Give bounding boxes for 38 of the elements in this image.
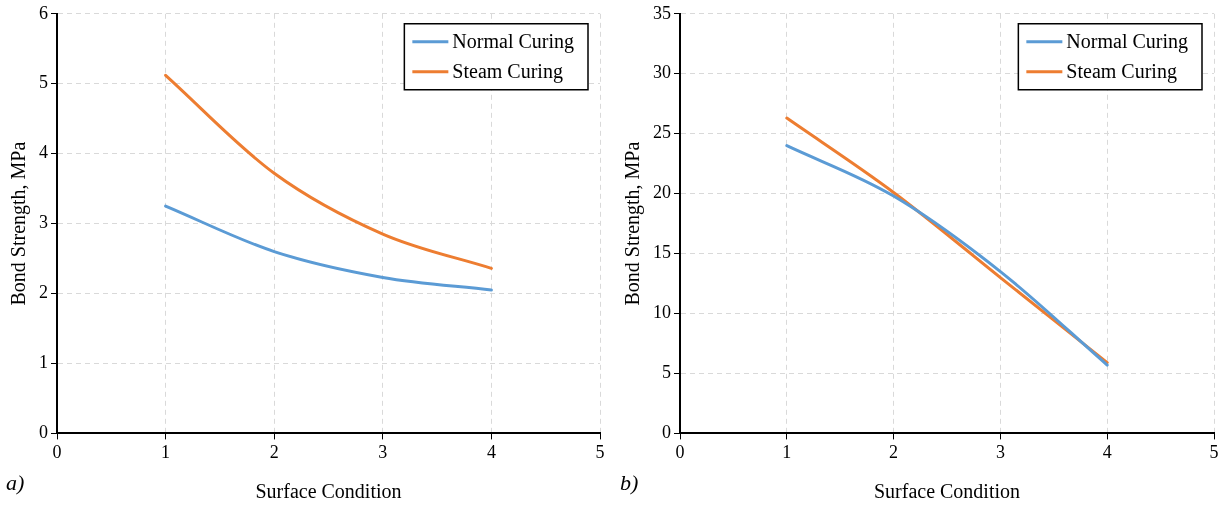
- x-tick-label: 2: [889, 441, 899, 462]
- y-tick-label: 2: [39, 282, 48, 303]
- y-tick-label: 15: [653, 242, 671, 263]
- x-tick-label: 2: [269, 441, 279, 462]
- y-axis-title: Bond Strength, MPa: [7, 141, 31, 306]
- x-axis-title: Surface Condition: [255, 480, 402, 503]
- x-tick-label: 0: [52, 441, 62, 462]
- x-tick-label: 3: [378, 441, 388, 462]
- legend-label: Steam Curing: [1066, 60, 1177, 84]
- line-series: [164, 204, 493, 292]
- y-tick-label: 5: [662, 362, 671, 383]
- y-tick-label: 35: [653, 2, 671, 23]
- y-tick-label: 30: [653, 62, 671, 83]
- y-tick-label: 3: [39, 212, 48, 233]
- y-tick-label: 6: [39, 2, 48, 23]
- x-tick-label: 4: [1102, 441, 1112, 462]
- x-tick-label: 1: [161, 441, 171, 462]
- x-axis-title: Surface Condition: [873, 480, 1021, 503]
- y-tick-label: 1: [39, 352, 48, 373]
- x-tick-label: 5: [1209, 441, 1219, 462]
- legend-label: Normal Curing: [1066, 30, 1189, 54]
- x-tick-label: 3: [995, 441, 1005, 462]
- x-tick-label: 5: [595, 441, 605, 462]
- y-axis-title: Bond Strength, MPa: [621, 141, 645, 306]
- y-tick-label: 5: [39, 72, 48, 93]
- y-tick-label: 25: [653, 122, 671, 143]
- x-tick-label: 4: [486, 441, 496, 462]
- text: b): [620, 470, 639, 495]
- y-tick-label: 0: [662, 422, 671, 443]
- x-tick-label: 0: [675, 441, 685, 462]
- x-tick-label: 1: [782, 441, 792, 462]
- legend-label: Steam Curing: [452, 60, 563, 84]
- y-tick-label: 0: [39, 422, 48, 443]
- legend-label: Normal Curing: [452, 30, 575, 54]
- y-tick-label: 4: [39, 142, 48, 163]
- y-tick-label: 20: [653, 182, 671, 203]
- y-tick-label: 10: [653, 302, 671, 323]
- text: a): [6, 470, 25, 495]
